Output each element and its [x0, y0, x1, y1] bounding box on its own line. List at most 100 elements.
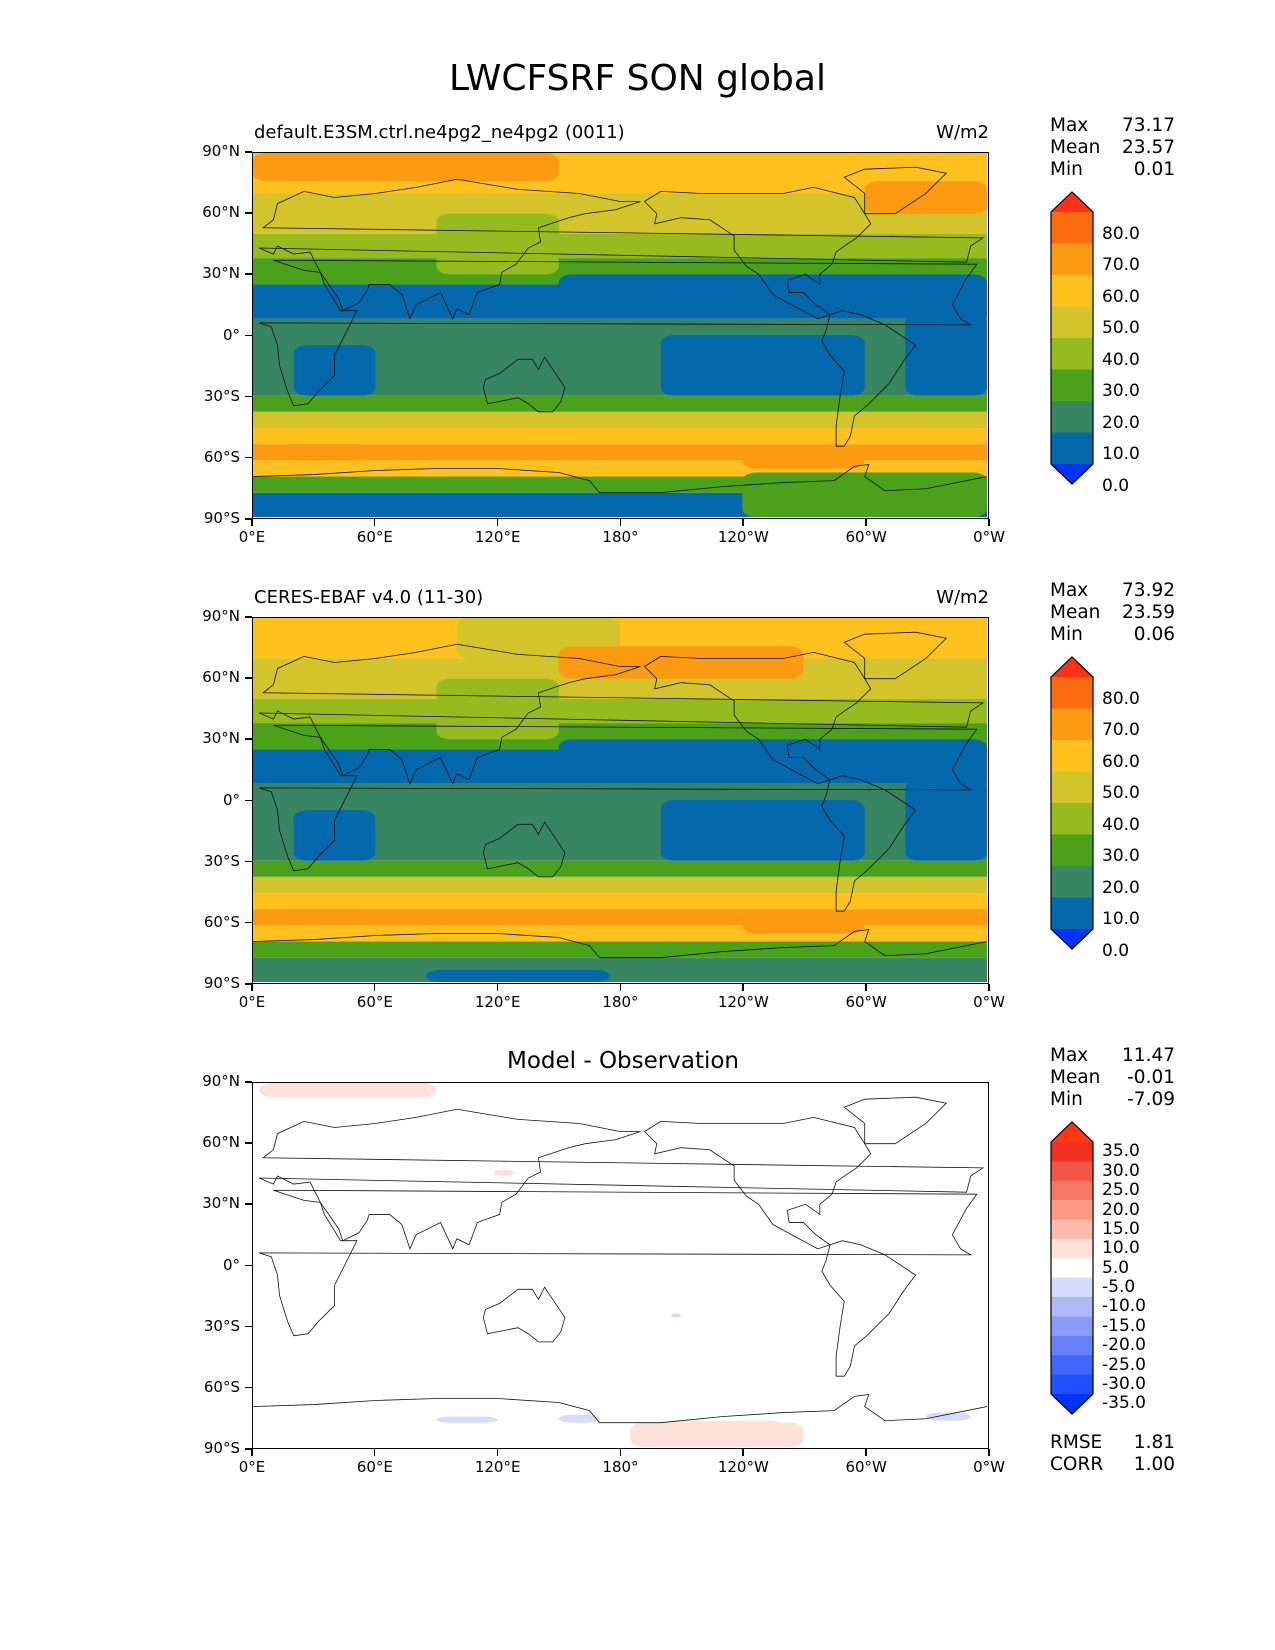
lon-tick-mark — [373, 1449, 376, 1456]
colorbar-label: 20.0 — [1102, 1199, 1140, 1220]
lon-tick-mark — [865, 519, 867, 526]
lat-tick-label: 90°N — [202, 142, 240, 160]
lon-tick-label: 60°E — [356, 993, 393, 1011]
lat-tick-mark — [245, 395, 252, 398]
colorbar-segment — [1051, 275, 1093, 307]
colorbar-label: 0.0 — [1102, 940, 1130, 961]
stat-min-label: Min — [1050, 159, 1083, 180]
colorbar-segment — [1051, 369, 1093, 402]
colorbar-segment — [1051, 708, 1093, 741]
lon-tick-mark — [619, 1449, 621, 1456]
stat-min-value: -7.09 — [1127, 1089, 1175, 1110]
lat-tick-mark — [245, 799, 252, 801]
lat-tick-mark — [245, 456, 252, 459]
map-svg — [253, 618, 987, 982]
lat-tick-label: 90°N — [202, 607, 240, 625]
colorbar-segment — [1051, 306, 1093, 339]
lat-tick-mark — [245, 1386, 252, 1389]
lat-tick-mark — [245, 860, 252, 863]
coastline-antarctica — [253, 463, 987, 494]
contour-region — [436, 213, 559, 275]
colorbar-segment — [1051, 1142, 1093, 1162]
colorbar-segment — [1051, 803, 1093, 835]
colorbar-segment — [1051, 1355, 1093, 1376]
map-svg — [253, 153, 987, 517]
contour-region — [558, 274, 987, 295]
stat-rmse-value: 1.81 — [1133, 1432, 1175, 1453]
contour-region — [558, 1414, 600, 1423]
stat-min-label: Min — [1050, 1089, 1083, 1110]
contour-region — [426, 969, 610, 982]
map-panel — [252, 1082, 989, 1449]
colorbar-label: 30.0 — [1102, 381, 1140, 401]
contour-region — [925, 1412, 971, 1421]
coastline-namerica — [643, 652, 872, 785]
lon-tick-mark — [742, 984, 744, 991]
contour-region — [558, 739, 987, 760]
contour-band — [253, 411, 987, 429]
stat-mean-label: Mean — [1050, 1067, 1101, 1088]
lon-tick-label: 60°E — [356, 1458, 393, 1476]
colorbar-segment — [1051, 401, 1093, 433]
lon-tick-mark — [496, 984, 499, 991]
lat-tick-label: 90°S — [203, 509, 240, 527]
colorbar-segment — [1051, 338, 1093, 370]
panel-left-title: CERES-EBAF v4.0 (11-30) — [254, 587, 484, 608]
colorbar-label: 10.0 — [1102, 1238, 1140, 1259]
lat-tick-label: 0° — [222, 325, 240, 344]
colorbar-label: 80.0 — [1102, 688, 1140, 709]
lon-tick-mark — [496, 519, 499, 526]
stat-min-label: Min — [1050, 624, 1083, 645]
lat-tick-label: 0° — [222, 790, 240, 809]
coastline-africa — [258, 1189, 978, 1337]
colorbar-label: -25.0 — [1102, 1354, 1146, 1375]
lon-tick-mark — [496, 1449, 499, 1456]
contour-band — [253, 876, 987, 894]
lon-tick-mark — [373, 519, 376, 526]
colorbar-label: 20.0 — [1102, 412, 1140, 433]
contour-region — [660, 800, 865, 861]
lon-tick-label: 120°E — [474, 1458, 521, 1476]
contour-region — [905, 314, 987, 396]
stat-max-value: 73.92 — [1122, 580, 1175, 601]
colorbar-segment — [1051, 740, 1093, 772]
stat-max-label: Max — [1050, 580, 1089, 601]
colorbar-segment — [1051, 1219, 1093, 1240]
stat-mean-label: Mean — [1050, 602, 1101, 623]
colorbar-outline — [1050, 1121, 1094, 1415]
colorbar-label: 80.0 — [1102, 223, 1140, 244]
lon-tick-mark — [865, 984, 867, 991]
colorbar-label: 70.0 — [1102, 255, 1140, 275]
lat-tick-label: 60°S — [203, 1377, 240, 1396]
coastline-australia — [482, 356, 566, 413]
contour-band — [253, 428, 987, 445]
colorbar-label: 60.0 — [1102, 286, 1140, 307]
lat-tick-mark — [245, 151, 252, 153]
stat-corr-label: CORR — [1050, 1454, 1104, 1475]
colorbar-segment — [1051, 1161, 1093, 1182]
lat-tick-mark — [245, 1325, 252, 1328]
contour-band — [253, 893, 987, 910]
lon-tick-mark — [619, 984, 621, 991]
colorbar-label: 25.0 — [1102, 1180, 1140, 1201]
colorbar-segment — [1051, 1180, 1093, 1201]
lon-tick-label: 0°E — [238, 528, 266, 546]
stat-max-value: 11.47 — [1122, 1045, 1175, 1066]
coastline-namerica — [643, 187, 872, 320]
colorbar-extend-min — [1051, 1394, 1093, 1414]
colorbar-outline — [1050, 656, 1094, 950]
colorbar-outline — [1050, 191, 1094, 485]
stat-max-label: Max — [1050, 115, 1089, 136]
colorbar-label: 20.0 — [1102, 877, 1140, 898]
lon-tick-label: 0°W — [973, 1458, 1005, 1476]
colorbar-segment — [1051, 1238, 1093, 1259]
lat-tick-mark — [245, 1264, 252, 1266]
lon-tick-mark — [742, 519, 744, 526]
lon-tick-label: 120°W — [717, 1458, 769, 1476]
coastline-eurasia — [258, 643, 985, 785]
colorbar-segment — [1051, 1316, 1093, 1337]
contour-region — [742, 472, 987, 517]
lat-tick-label: 0° — [222, 1255, 240, 1274]
colorbar-label: 35.0 — [1102, 1141, 1140, 1162]
stat-corr-value: 1.00 — [1133, 1454, 1175, 1475]
